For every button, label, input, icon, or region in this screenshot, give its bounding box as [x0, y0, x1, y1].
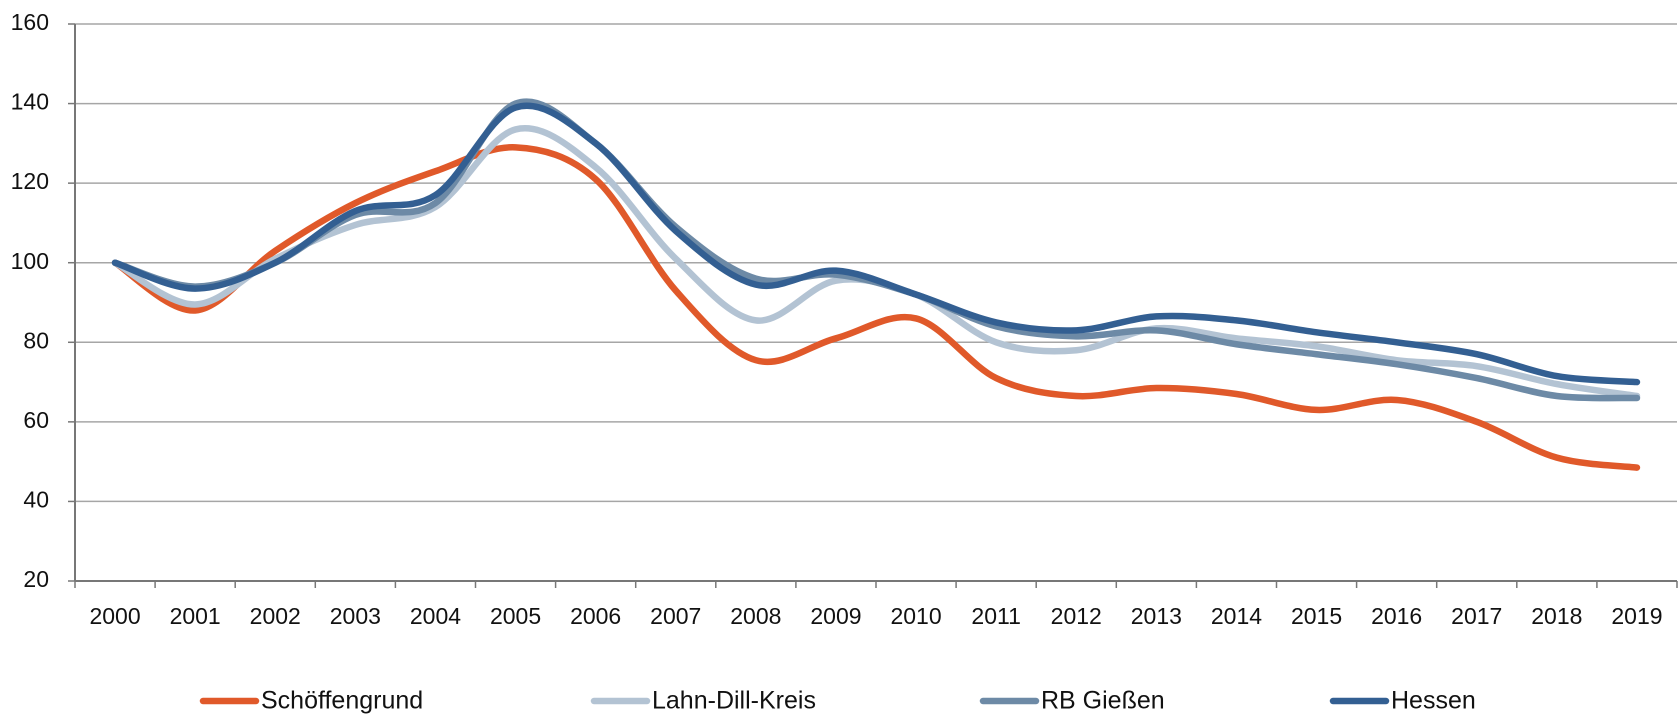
x-tick-label: 2005 [490, 603, 541, 629]
y-tick-label: 20 [23, 566, 49, 592]
x-tick-label: 2009 [810, 603, 861, 629]
x-tick-label: 2018 [1531, 603, 1582, 629]
line-series [111, 98, 1641, 402]
x-tick-label: 2019 [1611, 603, 1662, 629]
x-tick-label: 2003 [330, 603, 381, 629]
y-tick-label: 120 [11, 168, 49, 194]
legend-label: Schöffengrund [261, 687, 423, 715]
legend-label: Lahn-Dill-Kreis [652, 687, 816, 715]
y-tick-label: 160 [11, 9, 49, 35]
x-tick-label: 2013 [1131, 603, 1182, 629]
legend-label: RB Gießen [1041, 687, 1165, 715]
line-series [111, 102, 1641, 386]
y-tick-label: 60 [23, 407, 49, 433]
y-tick-label: 80 [23, 327, 49, 353]
x-tick-label: 2016 [1371, 603, 1422, 629]
x-tick-label: 2014 [1211, 603, 1262, 629]
x-tick-label: 2001 [170, 603, 221, 629]
line-series [111, 125, 1641, 400]
x-tick-label: 2010 [890, 603, 941, 629]
y-tick-label: 40 [23, 487, 49, 513]
x-tick-label: 2015 [1291, 603, 1342, 629]
x-tick-label: 2012 [1051, 603, 1102, 629]
x-tick-label: 2008 [730, 603, 781, 629]
x-tick-label: 2002 [250, 603, 301, 629]
x-tick-label: 2007 [650, 603, 701, 629]
line-series [111, 144, 1641, 471]
legend-label: Hessen [1391, 687, 1476, 715]
x-tick-label: 2000 [89, 603, 140, 629]
x-tick-label: 2017 [1451, 603, 1502, 629]
y-tick-label: 140 [11, 89, 49, 115]
y-tick-label: 100 [11, 248, 49, 274]
x-tick-label: 2004 [410, 603, 461, 629]
x-tick-label: 2011 [971, 603, 1020, 629]
x-tick-label: 2006 [570, 603, 621, 629]
